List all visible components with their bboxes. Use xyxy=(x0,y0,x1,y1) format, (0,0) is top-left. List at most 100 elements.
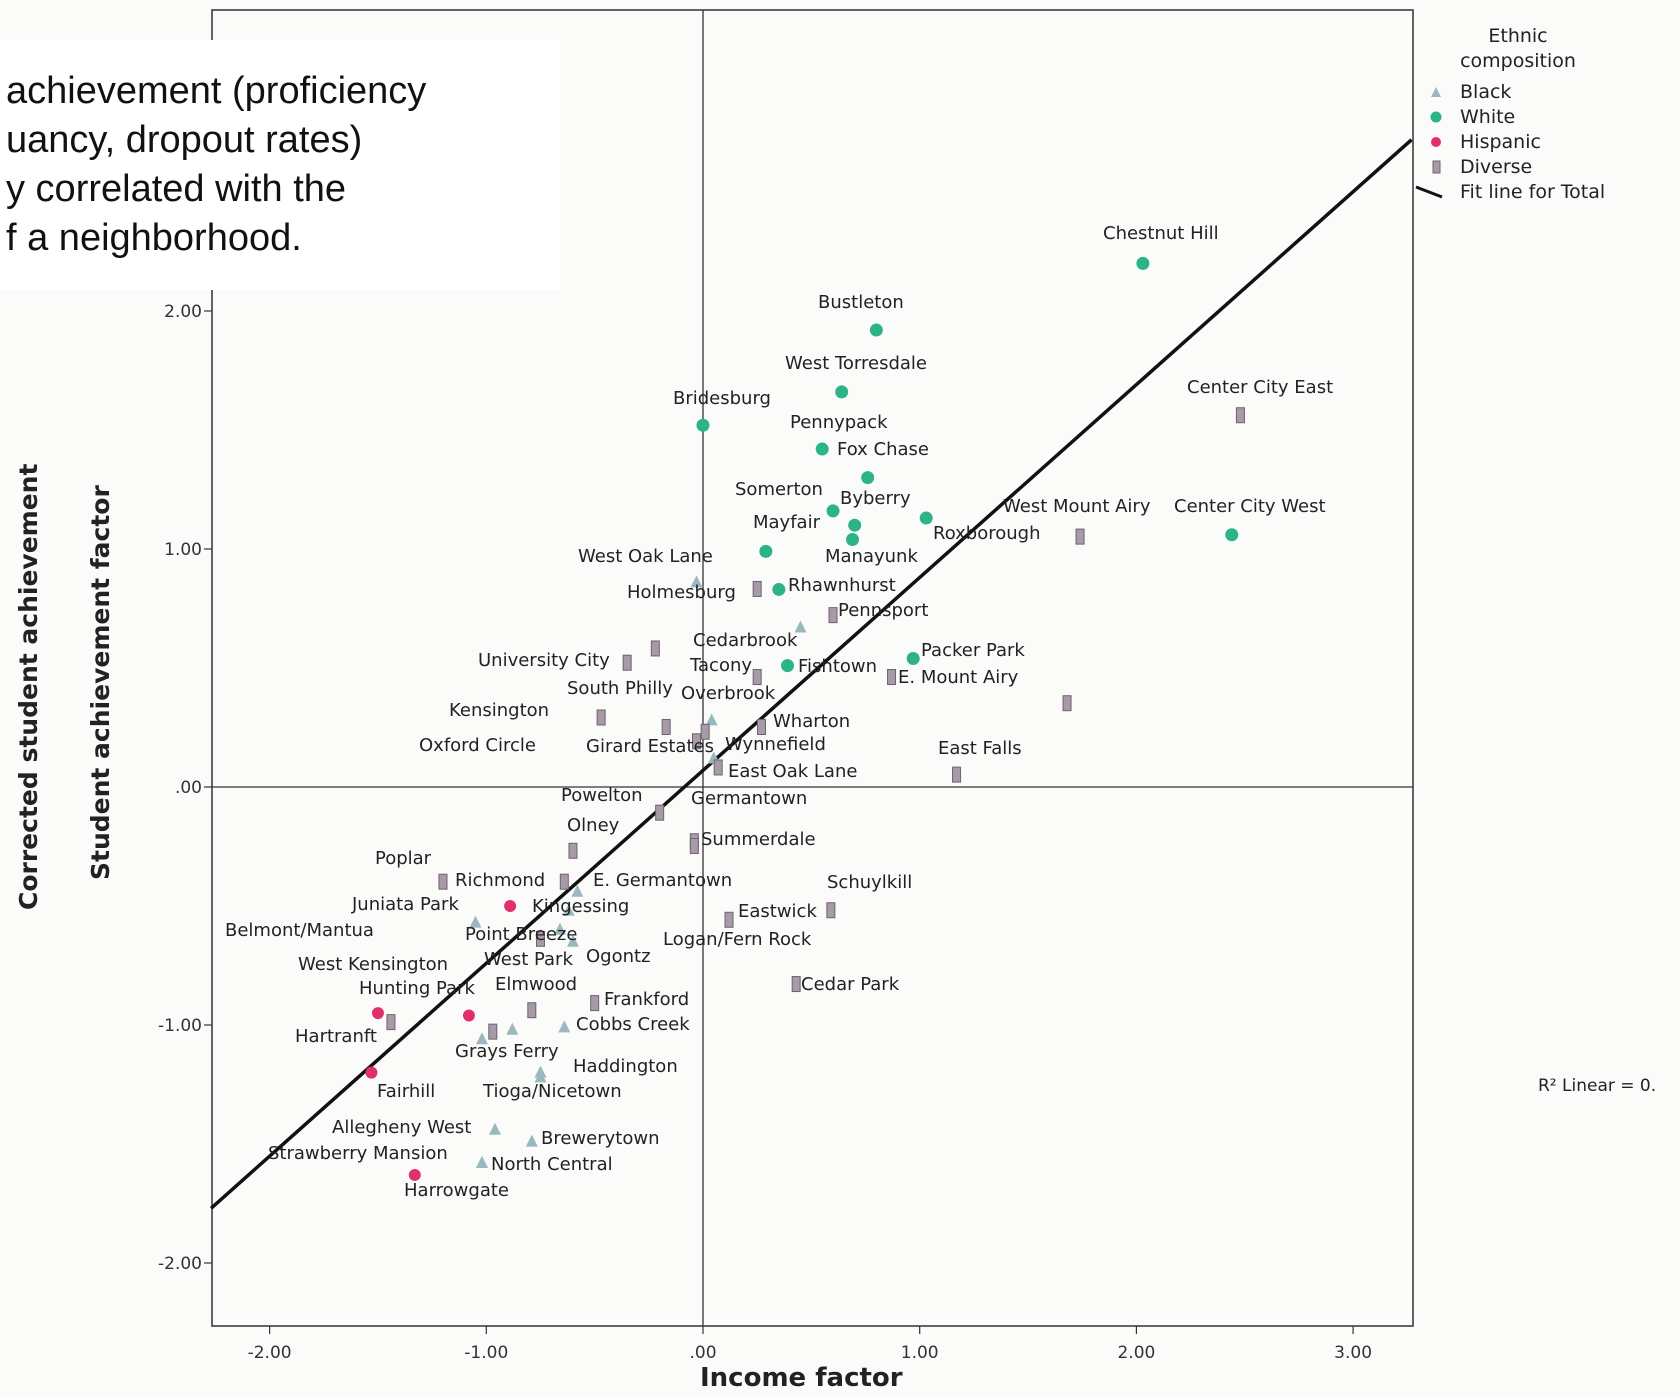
point-label: Powelton xyxy=(561,785,643,806)
point-label: West Kensington xyxy=(298,954,448,975)
data-point-black xyxy=(488,1122,501,1135)
point-label: Pennypack xyxy=(790,412,888,433)
point-label: North Central xyxy=(491,1154,613,1175)
x-tick-label: 2.00 xyxy=(1117,1343,1155,1363)
point-label: Oxford Circle xyxy=(419,735,536,756)
legend-label: Fit line for Total xyxy=(1460,181,1606,203)
data-point-hispanic xyxy=(504,900,517,912)
data-point-diverse xyxy=(1062,695,1072,712)
y-axis-title-outer: Corrected student achievement xyxy=(14,463,43,910)
data-point-white xyxy=(869,323,883,337)
y-tick-label: .00 xyxy=(175,778,202,798)
legend-label: Hispanic xyxy=(1460,131,1541,153)
point-label: Pennsport xyxy=(838,600,928,621)
point-label: West Oak Lane xyxy=(578,546,713,567)
point-label: Center City West xyxy=(1174,496,1326,517)
point-label: Fairhill xyxy=(377,1081,435,1102)
point-label: University City xyxy=(478,650,610,671)
point-label: Bridesburg xyxy=(673,388,771,409)
point-label: Elmwood xyxy=(495,974,577,995)
slide-text-box: achievement (proficiency uancy, dropout … xyxy=(0,40,560,290)
data-point-diverse xyxy=(757,719,767,735)
data-point-diverse xyxy=(438,873,448,890)
y-tick-label: -2.00 xyxy=(158,1254,202,1274)
point-label: E. Germantown xyxy=(593,870,732,891)
point-label: Packer Park xyxy=(921,640,1025,661)
data-point-diverse xyxy=(568,842,578,859)
point-label: Summerdale xyxy=(701,829,816,850)
point-label: Byberry xyxy=(840,488,911,509)
data-point-hispanic xyxy=(462,1009,475,1022)
circle-icon xyxy=(1430,111,1442,123)
data-point-diverse xyxy=(752,580,762,597)
data-point-diverse xyxy=(655,804,665,821)
data-point-diverse xyxy=(596,709,606,726)
slide-text-line: y correlated with the xyxy=(6,168,347,210)
data-point-white xyxy=(1225,528,1239,542)
data-point-black xyxy=(506,1022,519,1035)
point-label: Haddington xyxy=(573,1056,678,1077)
legend-item-black: Black xyxy=(1418,80,1668,105)
data-point-diverse xyxy=(752,669,762,686)
data-point-white xyxy=(861,471,875,485)
data-point-diverse xyxy=(691,733,701,750)
data-point-diverse xyxy=(386,1014,396,1031)
data-point-white xyxy=(759,544,773,558)
slide-text-line: achievement (proficiency xyxy=(6,70,427,112)
triangle-icon xyxy=(1431,87,1441,97)
point-label: Juniata Park xyxy=(351,894,459,915)
point-label: Brewerytown xyxy=(541,1128,659,1149)
line-icon xyxy=(1415,185,1443,199)
point-label: East Oak Lane xyxy=(728,761,857,782)
legend-label: Black xyxy=(1460,81,1512,103)
data-point-black xyxy=(534,1070,547,1083)
data-point-diverse xyxy=(828,607,838,624)
data-point-white xyxy=(826,504,840,518)
data-point-hispanic xyxy=(365,1066,378,1079)
point-label: Logan/Fern Rock xyxy=(663,929,812,950)
data-point-diverse xyxy=(791,976,801,993)
point-label: Eastwick xyxy=(738,901,817,922)
legend-title-line: composition xyxy=(1460,50,1576,72)
data-point-black xyxy=(794,620,807,633)
data-point-white xyxy=(696,418,710,432)
data-point-diverse xyxy=(713,759,723,776)
data-point-diverse xyxy=(661,719,671,735)
point-label: West Mount Airy xyxy=(1003,496,1151,517)
point-label: Holmesburg xyxy=(627,582,736,603)
point-label: South Philly xyxy=(567,678,673,699)
data-point-diverse xyxy=(488,1023,498,1040)
y-tick-label: -1.00 xyxy=(158,1016,202,1036)
point-label: Kingessing xyxy=(532,896,629,917)
legend-item-fit-line: Fit line for Total xyxy=(1415,180,1668,205)
point-label: Cedar Park xyxy=(801,974,900,995)
data-point-white xyxy=(772,582,786,596)
data-point-white xyxy=(919,511,933,525)
data-point-diverse xyxy=(650,640,660,657)
slide-text-line: f a neighborhood. xyxy=(6,217,302,259)
point-label: Hartranft xyxy=(295,1026,377,1047)
point-label: Grays Ferry xyxy=(455,1041,559,1062)
point-label: Harrowgate xyxy=(404,1180,509,1201)
data-point-diverse xyxy=(952,766,962,783)
data-point-white xyxy=(835,385,849,399)
point-label: Poplar xyxy=(375,848,432,869)
data-point-white xyxy=(848,518,862,532)
data-point-diverse xyxy=(700,723,710,740)
point-label: Ogontz xyxy=(586,946,651,967)
y-tick-label: 2.00 xyxy=(164,302,202,322)
point-label: Girard Estates xyxy=(586,736,714,757)
data-point-diverse xyxy=(622,654,632,671)
square-icon xyxy=(1432,160,1441,174)
y-axis-title: Student achievement factor xyxy=(86,485,115,880)
legend-label: Diverse xyxy=(1460,156,1533,178)
circle-icon xyxy=(1431,137,1441,147)
x-tick-label: .00 xyxy=(689,1343,716,1363)
x-tick-label: 3.00 xyxy=(1334,1343,1372,1363)
data-point-diverse xyxy=(724,911,734,928)
point-label: Fox Chase xyxy=(837,439,929,460)
point-label: Belmont/Mantua xyxy=(225,920,374,941)
point-label: Tacony xyxy=(689,655,752,676)
point-label: East Falls xyxy=(938,738,1022,759)
